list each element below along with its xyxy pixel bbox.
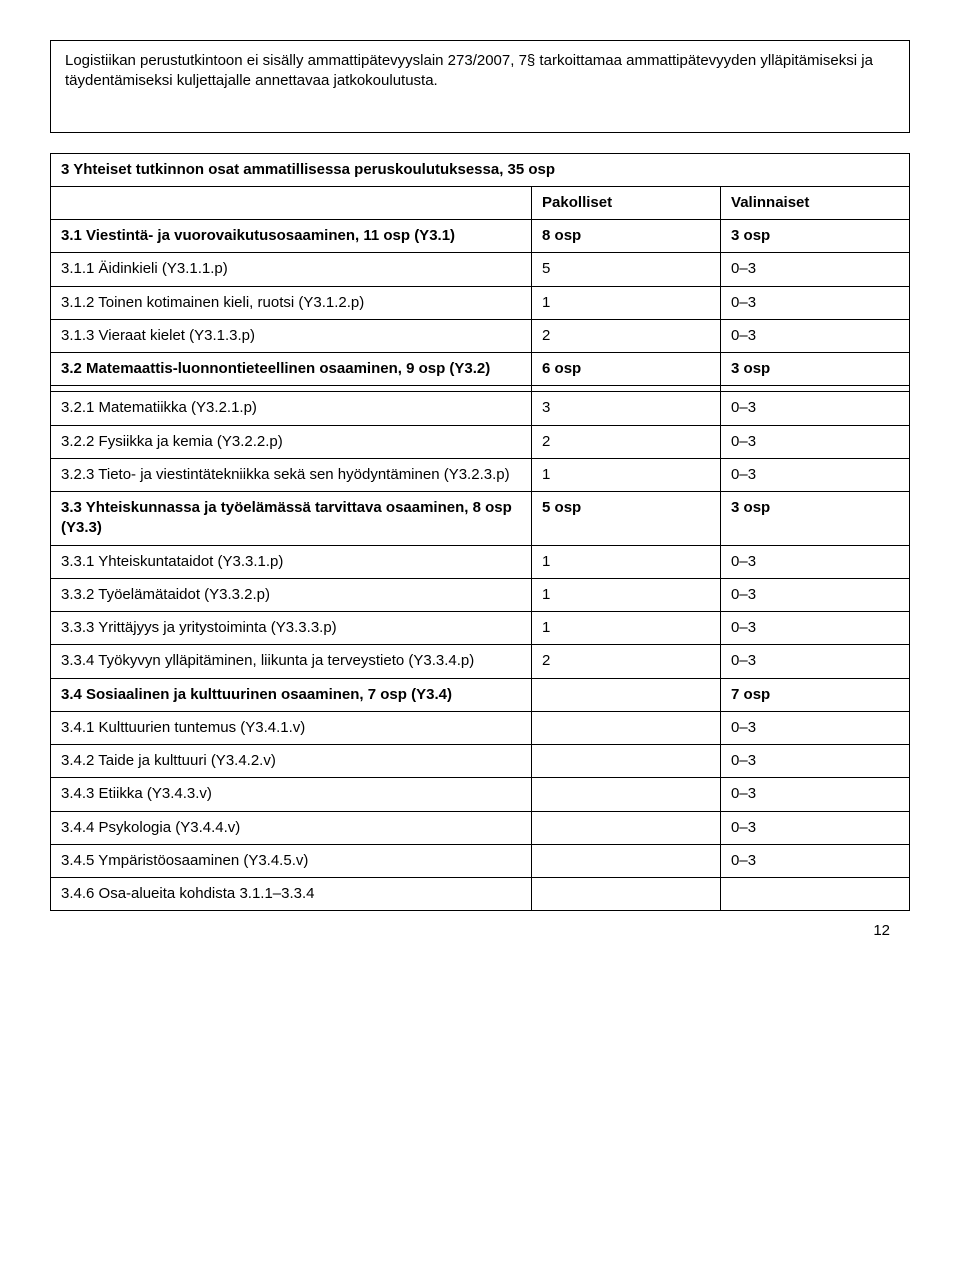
row-pakolliset (532, 745, 721, 778)
row-label: 3.4.2 Taide ja kulttuuri (Y3.4.2.v) (51, 745, 532, 778)
row-label: 3.2 Matemaattis-luonnontieteellinen osaa… (51, 353, 532, 386)
table-row: 3.4.4 Psykologia (Y3.4.4.v) 0–3 (51, 811, 910, 844)
row-label: 3.3.3 Yrittäjyys ja yritystoiminta (Y3.3… (51, 612, 532, 645)
page-number: 12 (50, 921, 910, 941)
row-valinnaiset: 7 osp (721, 678, 910, 711)
row-valinnaiset: 0–3 (721, 392, 910, 425)
row-valinnaiset: 0–3 (721, 253, 910, 286)
row-valinnaiset: 0–3 (721, 778, 910, 811)
row-label: 3.1.2 Toinen kotimainen kieli, ruotsi (Y… (51, 286, 532, 319)
row-valinnaiset: 0–3 (721, 844, 910, 877)
row-label: 3.1 Viestintä- ja vuorovaikutusosaaminen… (51, 220, 532, 253)
table-row: 3.3.3 Yrittäjyys ja yritystoiminta (Y3.3… (51, 612, 910, 645)
intro-text: Logistiikan perustutkintoon ei sisälly a… (65, 52, 873, 89)
row-label: 3.2.3 Tieto- ja viestintätekniikka sekä … (51, 458, 532, 491)
table-row: 3.3.2 Työelämätaidot (Y3.3.2.p)10–3 (51, 578, 910, 611)
curriculum-table: 3 Yhteiset tutkinnon osat ammatillisessa… (50, 153, 910, 912)
row-valinnaiset: 0–3 (721, 545, 910, 578)
row-label: 3.2.1 Matematiikka (Y3.2.1.p) (51, 392, 532, 425)
table-row: 3.4 Sosiaalinen ja kulttuurinen osaamine… (51, 678, 910, 711)
row-valinnaiset: 0–3 (721, 745, 910, 778)
row-pakolliset: 5 (532, 253, 721, 286)
row-valinnaiset: 0–3 (721, 645, 910, 678)
row-label: 3.3 Yhteiskunnassa ja työelämässä tarvit… (51, 492, 532, 546)
row-pakolliset: 6 osp (532, 353, 721, 386)
row-label: 3.4 Sosiaalinen ja kulttuurinen osaamine… (51, 678, 532, 711)
table-title: 3 Yhteiset tutkinnon osat ammatillisessa… (51, 153, 910, 186)
row-valinnaiset (721, 878, 910, 911)
row-valinnaiset: 0–3 (721, 578, 910, 611)
intro-box: Logistiikan perustutkintoon ei sisälly a… (50, 40, 910, 133)
row-pakolliset: 1 (532, 612, 721, 645)
table-row: 3.1 Viestintä- ja vuorovaikutusosaaminen… (51, 220, 910, 253)
row-valinnaiset: 3 osp (721, 492, 910, 546)
table-row: 3.2 Matemaattis-luonnontieteellinen osaa… (51, 353, 910, 386)
row-label: 3.1.3 Vieraat kielet (Y3.1.3.p) (51, 319, 532, 352)
table-row: 3.1.3 Vieraat kielet (Y3.1.3.p)20–3 (51, 319, 910, 352)
column-header-row: Pakolliset Valinnaiset (51, 186, 910, 219)
table-row: 3.4.3 Etiikka (Y3.4.3.v) 0–3 (51, 778, 910, 811)
row-label: 3.3.2 Työelämätaidot (Y3.3.2.p) (51, 578, 532, 611)
row-valinnaiset: 0–3 (721, 425, 910, 458)
table-row: 3.3.4 Työkyvyn ylläpitäminen, liikunta j… (51, 645, 910, 678)
table-row: 3.4.1 Kulttuurien tuntemus (Y3.4.1.v) 0–3 (51, 711, 910, 744)
row-pakolliset: 1 (532, 458, 721, 491)
row-pakolliset (532, 678, 721, 711)
row-pakolliset (532, 844, 721, 877)
row-label: 3.4.6 Osa-alueita kohdista 3.1.1–3.3.4 (51, 878, 532, 911)
row-pakolliset: 2 (532, 319, 721, 352)
table-row: 3.3 Yhteiskunnassa ja työelämässä tarvit… (51, 492, 910, 546)
row-label: 3.4.3 Etiikka (Y3.4.3.v) (51, 778, 532, 811)
table-row: 3.2.2 Fysiikka ja kemia (Y3.2.2.p)20–3 (51, 425, 910, 458)
row-label: 3.2.2 Fysiikka ja kemia (Y3.2.2.p) (51, 425, 532, 458)
col-header-3: Valinnaiset (721, 186, 910, 219)
row-pakolliset (532, 711, 721, 744)
table-row: 3.1.2 Toinen kotimainen kieli, ruotsi (Y… (51, 286, 910, 319)
col-header-1 (51, 186, 532, 219)
row-label: 3.1.1 Äidinkieli (Y3.1.1.p) (51, 253, 532, 286)
row-pakolliset: 2 (532, 425, 721, 458)
row-pakolliset (532, 878, 721, 911)
table-row: 3.4.6 Osa-alueita kohdista 3.1.1–3.3.4 (51, 878, 910, 911)
row-label: 3.4.1 Kulttuurien tuntemus (Y3.4.1.v) (51, 711, 532, 744)
row-pakolliset: 1 (532, 578, 721, 611)
table-row: 3.1.1 Äidinkieli (Y3.1.1.p)50–3 (51, 253, 910, 286)
row-pakolliset (532, 811, 721, 844)
row-valinnaiset: 3 osp (721, 220, 910, 253)
row-pakolliset: 5 osp (532, 492, 721, 546)
row-valinnaiset: 0–3 (721, 458, 910, 491)
table-row: 3.3.1 Yhteiskuntataidot (Y3.3.1.p)10–3 (51, 545, 910, 578)
row-valinnaiset: 0–3 (721, 811, 910, 844)
row-valinnaiset: 0–3 (721, 612, 910, 645)
row-pakolliset: 1 (532, 545, 721, 578)
row-valinnaiset: 0–3 (721, 319, 910, 352)
row-label: 3.3.4 Työkyvyn ylläpitäminen, liikunta j… (51, 645, 532, 678)
row-pakolliset: 8 osp (532, 220, 721, 253)
row-valinnaiset: 0–3 (721, 286, 910, 319)
row-pakolliset: 1 (532, 286, 721, 319)
row-label: 3.4.4 Psykologia (Y3.4.4.v) (51, 811, 532, 844)
row-pakolliset (532, 778, 721, 811)
table-row: 3.2.1 Matematiikka (Y3.2.1.p)30–3 (51, 392, 910, 425)
table-row: 3.4.2 Taide ja kulttuuri (Y3.4.2.v) 0–3 (51, 745, 910, 778)
col-header-2: Pakolliset (532, 186, 721, 219)
table-row: 3.2.3 Tieto- ja viestintätekniikka sekä … (51, 458, 910, 491)
row-valinnaiset: 3 osp (721, 353, 910, 386)
row-pakolliset: 2 (532, 645, 721, 678)
row-label: 3.4.5 Ympäristöosaaminen (Y3.4.5.v) (51, 844, 532, 877)
row-label: 3.3.1 Yhteiskuntataidot (Y3.3.1.p) (51, 545, 532, 578)
row-valinnaiset: 0–3 (721, 711, 910, 744)
table-row: 3.4.5 Ympäristöosaaminen (Y3.4.5.v) 0–3 (51, 844, 910, 877)
row-pakolliset: 3 (532, 392, 721, 425)
